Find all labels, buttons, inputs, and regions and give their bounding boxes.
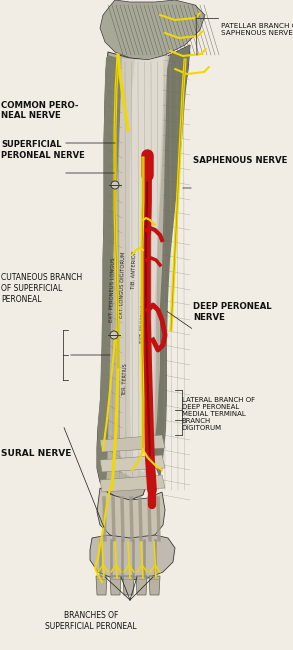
Text: SURAL NERVE: SURAL NERVE [1, 448, 72, 458]
Text: TER. TERTIUS: TER. TERTIUS [122, 363, 128, 396]
Text: EXT. PROPRIUS HALLUCIS: EXT. PROPRIUS HALLUCIS [140, 277, 148, 343]
Text: EXT. PERONEUS LONGUS: EXT. PERONEUS LONGUS [109, 257, 117, 322]
Text: EXT. PROPRIUS HALLUCIS: EXT. PROPRIUS HALLUCIS [144, 339, 151, 401]
Circle shape [111, 181, 119, 189]
Polygon shape [97, 55, 122, 490]
Polygon shape [119, 55, 168, 478]
Text: DEEP PERONEAL
NERVE: DEEP PERONEAL NERVE [193, 302, 272, 322]
Polygon shape [90, 535, 175, 580]
Polygon shape [100, 435, 165, 452]
Polygon shape [149, 576, 160, 595]
Polygon shape [100, 455, 165, 472]
Text: CUTANEOUS BRANCH
OF SUPERFICIAL
PERONEAL: CUTANEOUS BRANCH OF SUPERFICIAL PERONEAL [1, 273, 83, 304]
Text: BRANCHES OF
SUPERFICIAL PERONEAL: BRANCHES OF SUPERFICIAL PERONEAL [45, 611, 137, 630]
Polygon shape [96, 576, 107, 595]
Polygon shape [110, 576, 121, 595]
Polygon shape [136, 576, 147, 595]
Polygon shape [97, 488, 165, 540]
Polygon shape [153, 45, 190, 480]
Text: COMMON PERO-
NEAL NERVE: COMMON PERO- NEAL NERVE [1, 101, 79, 120]
Polygon shape [100, 0, 205, 60]
Text: SAPHENOUS NERVE: SAPHENOUS NERVE [193, 156, 288, 165]
Circle shape [110, 331, 118, 339]
Text: LATERAL BRANCH OF
DEEP PERONEAL
MEDIAL TERMINAL
BRANCH
DIGITORUM: LATERAL BRANCH OF DEEP PERONEAL MEDIAL T… [182, 396, 255, 432]
Polygon shape [123, 576, 134, 595]
Polygon shape [130, 56, 165, 472]
Text: PATELLAR BRANCH OF
SAPHENOUS NERVE: PATELLAR BRANCH OF SAPHENOUS NERVE [221, 23, 293, 36]
Text: SUPERFICIAL
PERONEAL NERVE: SUPERFICIAL PERONEAL NERVE [1, 140, 85, 159]
Text: TIB. ANTERIOR: TIB. ANTERIOR [131, 251, 137, 289]
Polygon shape [100, 475, 165, 492]
Polygon shape [97, 45, 190, 500]
Text: EXT. LONGUS DIGITORUM: EXT. LONGUS DIGITORUM [119, 252, 127, 318]
